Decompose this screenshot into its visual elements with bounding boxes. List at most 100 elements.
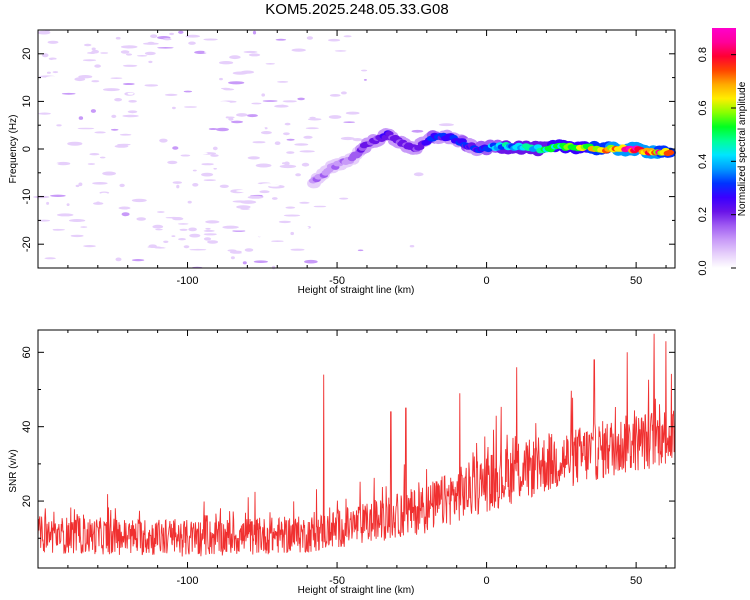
spectrogram-speckle [328, 115, 342, 119]
spectrogram-speckle [340, 91, 347, 95]
spectrogram-marks [33, 28, 676, 270]
spectrogram-speckle [203, 233, 217, 236]
spectrogram-speckle [44, 45, 59, 48]
spectrogram-speckle [69, 144, 76, 149]
spectrogram-speckle [35, 182, 47, 186]
spectrogram-speckle [252, 30, 257, 35]
spectrogram-speckle [279, 164, 297, 169]
spectrogram-speckle [226, 116, 235, 119]
spectrogram-speckle [205, 220, 220, 224]
spectrogram-speckle [207, 240, 219, 244]
spectrogram-speckle [95, 214, 112, 218]
spectrogram-speckle [147, 246, 161, 248]
spectrogram-speckle [320, 222, 336, 226]
spectrogram-speckle [295, 173, 301, 177]
spectrogram-speckle [251, 102, 262, 105]
spectrogram-speckle [165, 87, 171, 91]
spectrogram-speckle [253, 260, 268, 264]
spectrogram-speckle [306, 36, 313, 40]
spectrogram-speckle [159, 162, 163, 165]
spectrogram-speckle [87, 163, 96, 165]
spectrogram-speckle [159, 138, 168, 143]
spectrogram-speckle [205, 142, 208, 145]
spectrogram-speckle [192, 159, 202, 164]
colorbar-tick-label: 0.2 [697, 207, 709, 222]
spectrogram-speckle [145, 258, 162, 260]
spectrogram-speckle [115, 177, 126, 180]
spectrogram-speckle [164, 93, 178, 96]
spectrogram-speckle [262, 100, 278, 102]
spectrogram-speckle [283, 132, 290, 136]
spectrogram-speckle [301, 244, 313, 248]
spectrogram-speckle [329, 94, 341, 97]
spectrogram-speckle [161, 56, 172, 60]
spectrogram-speckle [122, 114, 139, 118]
spectrogram-speckle [265, 63, 276, 65]
spectrogram-speckle [220, 87, 231, 90]
spectrogram-speckle [269, 140, 275, 145]
snr-ytick-label: 40 [21, 421, 33, 433]
spectrogram-speckle [143, 42, 159, 45]
spectrogram-speckle [201, 163, 214, 166]
spectrogram-speckle [232, 161, 249, 164]
spectrogram-speckle [230, 120, 244, 124]
spectrogram-speckle [167, 160, 178, 165]
snr-series-line [37, 333, 676, 557]
spectrogram-speckle [150, 88, 162, 92]
spectrogram-speckle [215, 127, 229, 132]
colorbar-tick-label: 0.8 [697, 47, 709, 62]
spectrogram-speckle [80, 48, 93, 52]
spectrogram-speckle [254, 232, 270, 237]
spectrogram-speckle [223, 168, 240, 172]
spectrogram-speckle [155, 228, 163, 231]
spectrogram-speckle [322, 135, 336, 139]
spectrogram-speckle [170, 257, 184, 261]
spectrogram-speckle [62, 257, 67, 262]
spectrogram-speckle [163, 244, 170, 248]
spectrogram-speckle [57, 248, 72, 250]
spectrogram-speckle [48, 238, 58, 241]
spectrogram-speckle [252, 141, 266, 144]
spectrogram-speckle [228, 117, 234, 121]
spectrogram-speckle [131, 259, 145, 262]
spectrogram-speckle [34, 224, 46, 229]
spectrogram-speckle [81, 214, 91, 217]
spectrogram-speckle [264, 127, 268, 130]
spectrogram-speckle [183, 245, 190, 249]
spectrogram-speckle [150, 34, 158, 38]
spectrogram-xtick-label: 50 [630, 275, 642, 287]
spectrogram-ylabel: Frequency (Hz) [8, 115, 19, 184]
spectrogram-speckle [285, 206, 296, 209]
spectrogram-speckle [90, 109, 96, 113]
spectrogram-xtick-label: -100 [177, 275, 199, 287]
spectrogram-speckle [162, 38, 172, 41]
spectrogram-speckle [229, 55, 241, 60]
spectrogram-speckle [307, 193, 318, 197]
spectrogram-speckle [85, 92, 94, 96]
spectrogram-speckle [304, 91, 310, 96]
spectrogram-speckle [157, 47, 174, 49]
spectrogram-speckle [302, 146, 307, 150]
spectrogram-speckle [278, 220, 291, 224]
spectrogram-speckle [79, 61, 83, 65]
spectrogram-speckle [328, 47, 333, 51]
spectrogram-speckle [93, 31, 109, 34]
spectrogram-speckle [214, 101, 231, 105]
spectrogram-speckle [136, 217, 146, 221]
spectrogram-speckle [178, 30, 184, 34]
spectrogram-speckle [53, 241, 58, 243]
spectrogram-speckle [172, 146, 179, 150]
spectrogram-speckle [204, 99, 217, 104]
spectrogram-speckle [66, 203, 70, 207]
spectrogram-speckle [278, 49, 289, 52]
spectrogram-speckle [87, 49, 92, 52]
spectrogram-speckle [115, 257, 122, 262]
spectrogram-speckle [91, 47, 96, 51]
spectrogram-speckle [212, 255, 229, 260]
spectrogram-speckle [54, 150, 62, 154]
spectrogram-speckle [206, 94, 222, 97]
spectrogram-speckle [158, 125, 171, 130]
spectrogram-speckle [290, 248, 305, 251]
spectrogram-speckle [394, 79, 407, 81]
